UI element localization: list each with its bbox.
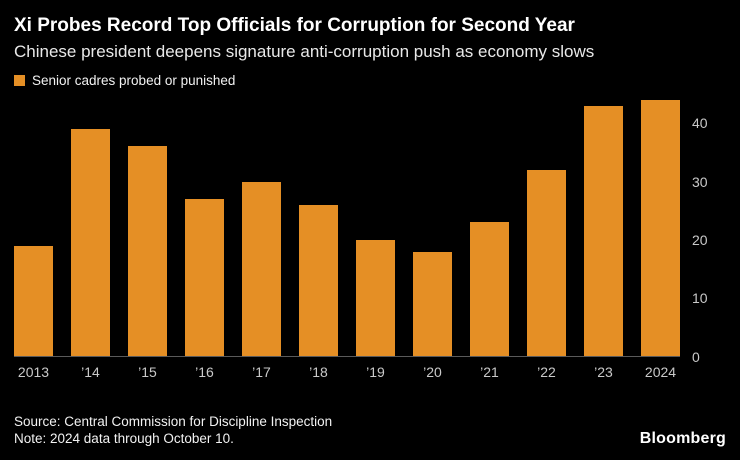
y-axis: 0 10 20 30 40 xyxy=(680,94,726,365)
x-tick-label: ’22 xyxy=(537,363,556,380)
x-tick-label: 2013 xyxy=(17,363,50,380)
bar-17 xyxy=(242,181,281,357)
legend-label: Senior cadres probed or punished xyxy=(32,72,236,88)
bar-15 xyxy=(128,146,167,357)
bar-21 xyxy=(470,222,509,357)
x-tick-label: ’21 xyxy=(480,363,499,380)
chart-subtitle: Chinese president deepens signature anti… xyxy=(14,41,595,61)
plot-area: 0 10 20 30 40 xyxy=(14,94,726,365)
x-tick-label: ’23 xyxy=(594,363,613,380)
bars xyxy=(14,94,680,357)
x-tick-label: ’14 xyxy=(81,363,100,380)
note-line: Note: 2024 data through October 10. xyxy=(14,431,234,447)
bar-18 xyxy=(299,204,338,357)
bar-23 xyxy=(584,105,623,357)
footer: Source: Central Commission for Disciplin… xyxy=(14,413,726,448)
bar-20 xyxy=(413,251,452,357)
bar-2024 xyxy=(641,99,680,357)
source-line: Source: Central Commission for Disciplin… xyxy=(14,413,333,429)
x-tick-label: 2024 xyxy=(644,363,677,380)
bar-16 xyxy=(185,199,224,357)
x-tick-label: ’20 xyxy=(423,363,442,380)
bar-2013 xyxy=(14,245,53,357)
y-tick-label: 20 xyxy=(692,231,708,248)
bloomberg-logo: Bloomberg xyxy=(639,430,726,447)
x-tick-label: ’19 xyxy=(366,363,385,380)
bar-22 xyxy=(527,169,566,357)
bar-14 xyxy=(71,128,110,357)
x-tick-label: ’16 xyxy=(195,363,214,380)
source-note: Source: Central Commission for Disciplin… xyxy=(14,413,332,448)
x-tick-label: ’18 xyxy=(309,363,328,380)
y-tick-label: 40 xyxy=(692,115,708,132)
bar-19 xyxy=(356,239,395,357)
x-axis-labels: 2013 ’14 ’15 ’16 ’17 ’18 ’19 ’20 ’21 ’22 ’23 2024 xyxy=(14,364,680,380)
legend: Senior cadres probed or punished xyxy=(14,73,726,88)
x-tick-label: ’17 xyxy=(252,363,271,380)
chart-title: Xi Probes Record Top Officials for Corru… xyxy=(14,15,575,36)
y-tick-label: 0 xyxy=(692,348,700,365)
y-tick-label: 10 xyxy=(692,290,708,307)
legend-swatch-icon xyxy=(14,74,25,86)
x-axis-baseline xyxy=(14,355,680,357)
y-tick-label: 30 xyxy=(692,173,708,190)
x-tick-label: ’15 xyxy=(138,363,157,380)
